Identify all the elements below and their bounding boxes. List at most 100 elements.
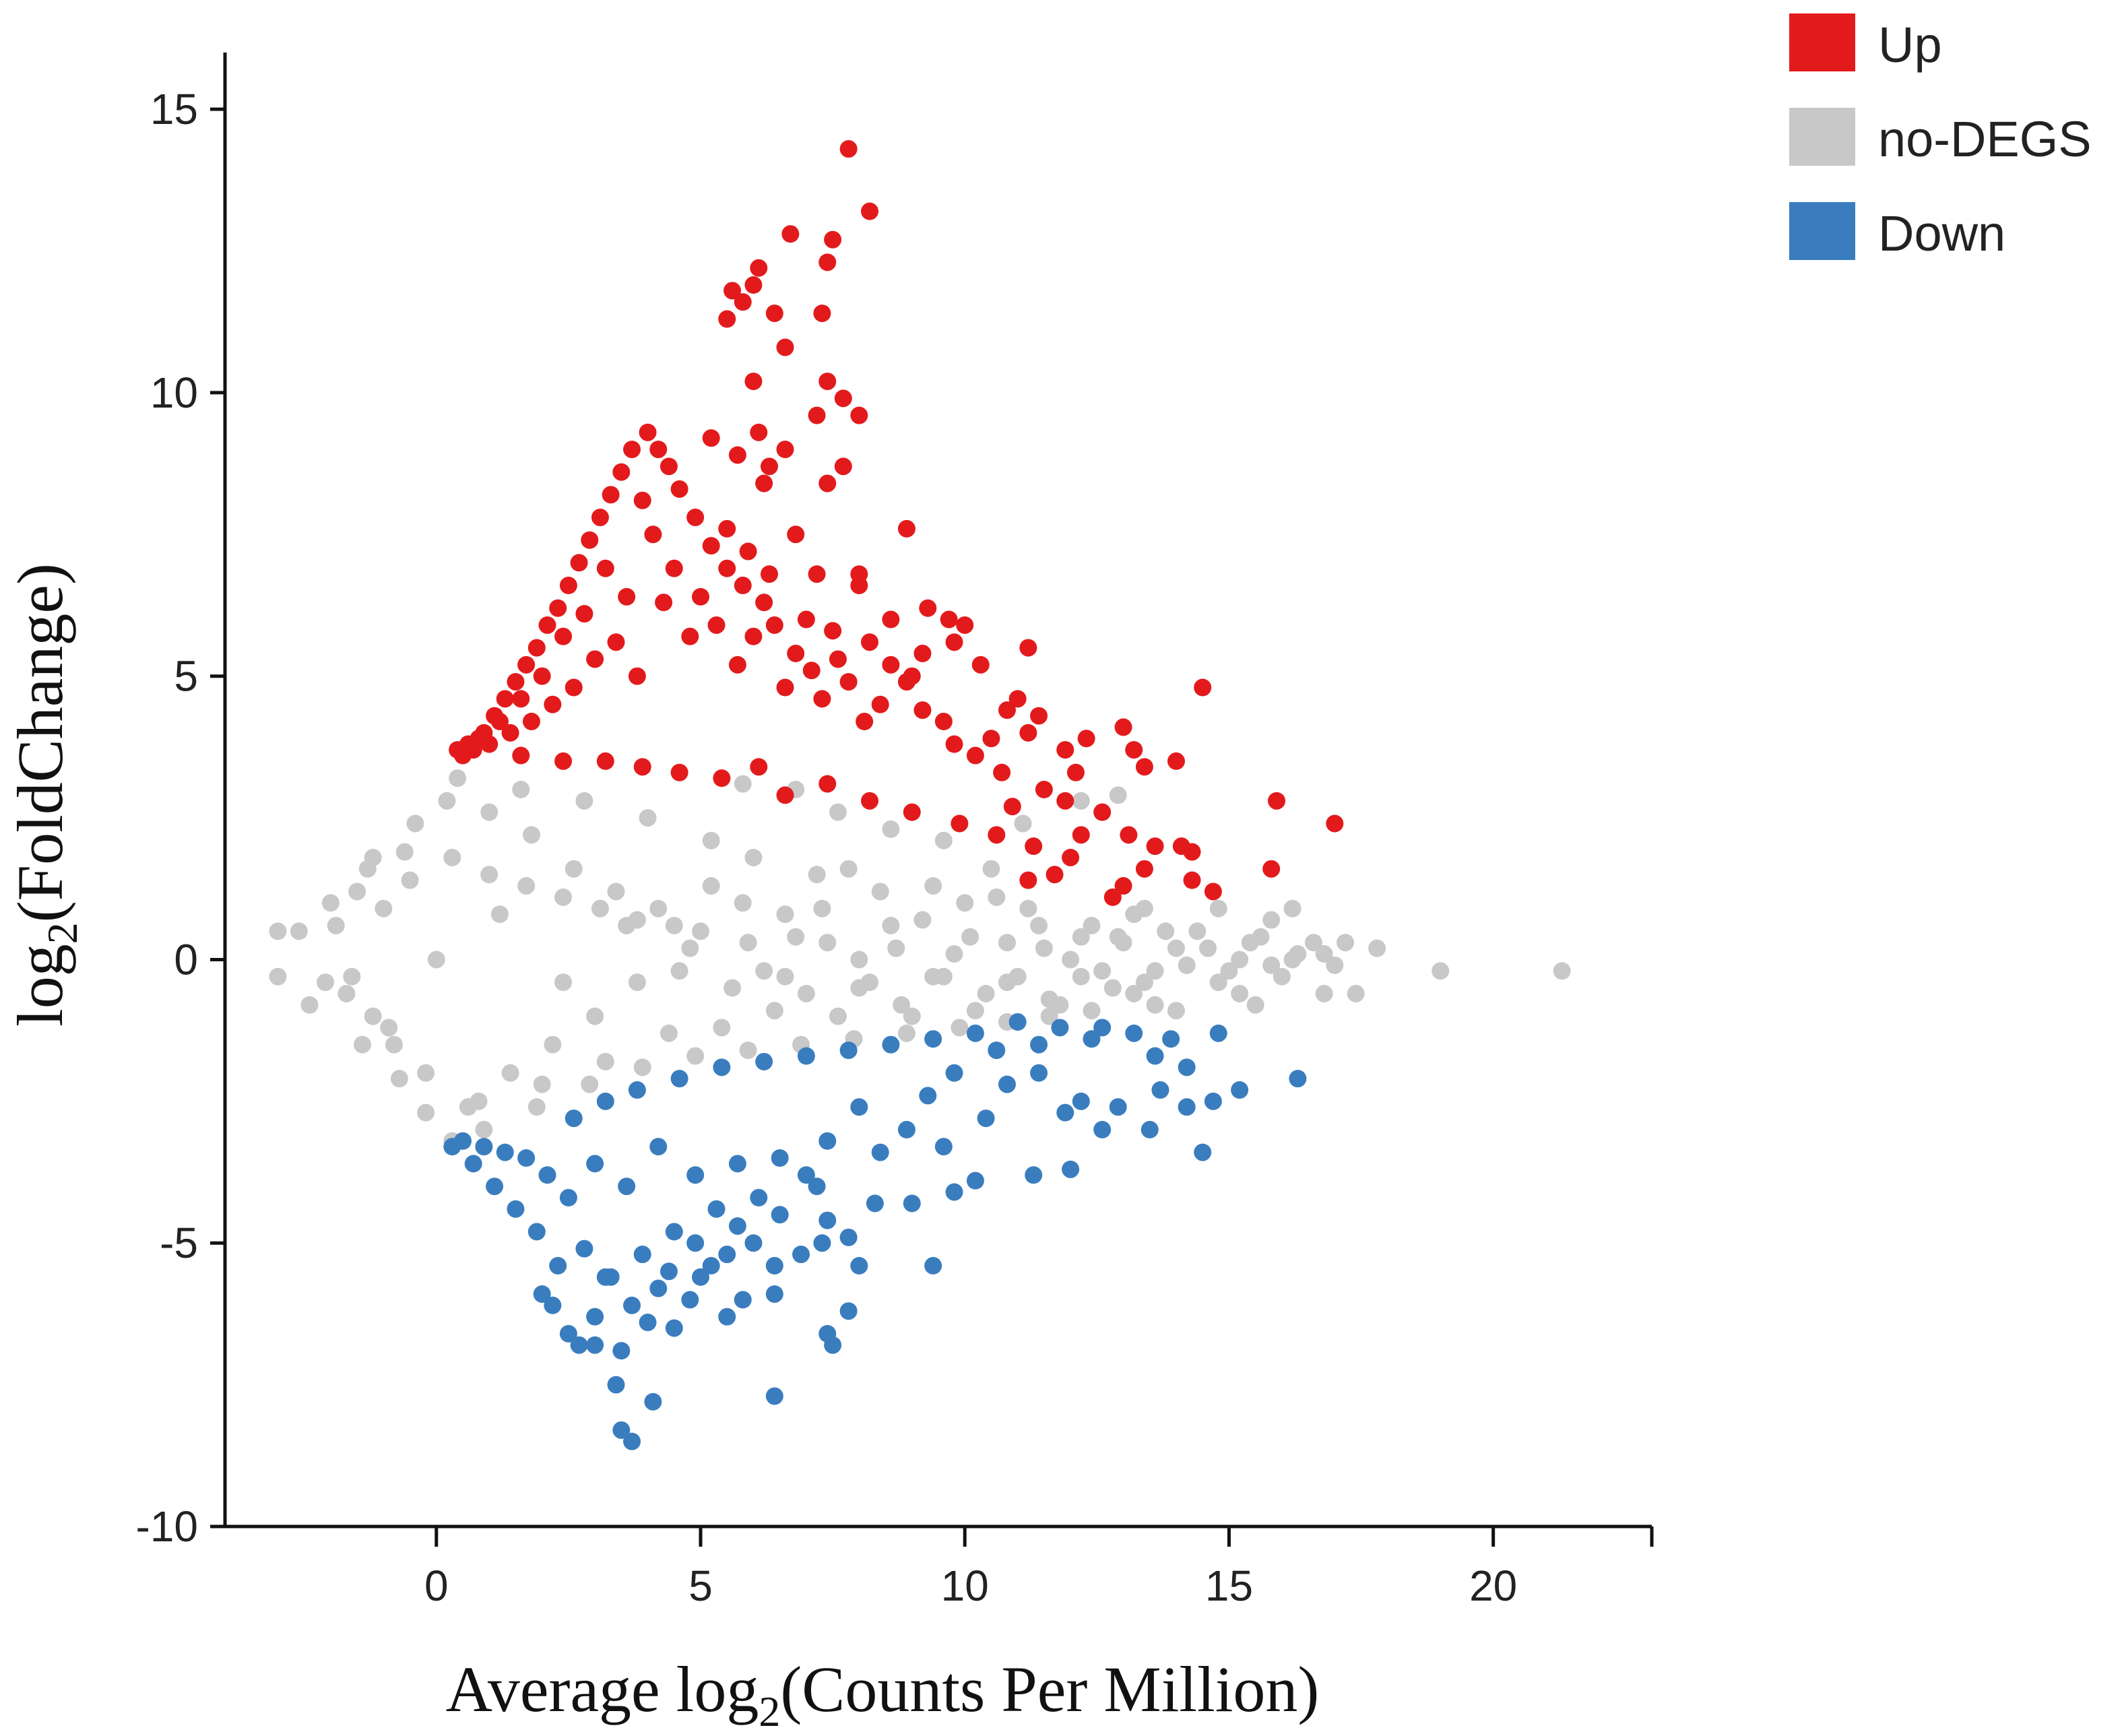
point-down bbox=[1125, 1024, 1143, 1042]
point-up bbox=[538, 616, 556, 634]
point-up bbox=[686, 509, 705, 527]
point-no-degs bbox=[375, 899, 393, 918]
point-no-degs bbox=[1051, 996, 1069, 1014]
point-no-degs bbox=[951, 1019, 969, 1037]
point-down bbox=[839, 1041, 858, 1060]
point-no-degs bbox=[385, 1035, 404, 1054]
point-no-degs bbox=[692, 922, 709, 940]
point-up bbox=[512, 746, 530, 765]
point-up bbox=[776, 786, 794, 804]
point-no-degs bbox=[401, 871, 419, 889]
point-down bbox=[1194, 1143, 1212, 1161]
point-no-degs bbox=[882, 916, 900, 934]
point-no-degs bbox=[776, 905, 794, 924]
point-down bbox=[549, 1256, 567, 1275]
point-up bbox=[861, 792, 879, 810]
point-no-degs bbox=[1553, 962, 1571, 980]
point-no-degs bbox=[797, 984, 815, 1002]
point-no-degs bbox=[1432, 962, 1450, 980]
point-up bbox=[839, 673, 858, 691]
point-down bbox=[1051, 1019, 1069, 1037]
point-down bbox=[755, 1052, 773, 1070]
point-up bbox=[1003, 798, 1021, 816]
point-no-degs bbox=[512, 781, 530, 798]
point-no-degs bbox=[839, 860, 858, 878]
point-up bbox=[649, 441, 668, 459]
point-no-degs bbox=[290, 922, 308, 940]
point-no-degs bbox=[739, 1041, 757, 1060]
point-no-degs bbox=[1093, 962, 1112, 980]
point-up bbox=[834, 389, 852, 408]
point-up bbox=[522, 713, 540, 731]
point-up bbox=[818, 253, 837, 271]
point-up bbox=[660, 457, 678, 476]
point-down bbox=[1178, 1098, 1196, 1116]
point-up bbox=[507, 673, 525, 691]
point-down bbox=[792, 1246, 810, 1264]
point-up bbox=[861, 633, 879, 651]
point-down bbox=[575, 1240, 593, 1258]
point-up bbox=[861, 202, 879, 220]
point-up bbox=[581, 531, 599, 549]
point-up bbox=[824, 230, 842, 249]
point-no-degs bbox=[961, 928, 979, 946]
point-no-degs bbox=[358, 860, 377, 878]
point-no-degs bbox=[533, 1075, 551, 1093]
point-up bbox=[670, 480, 688, 498]
legend: Up no-DEGS Down bbox=[1789, 13, 2092, 261]
point-up bbox=[612, 463, 631, 481]
plot-area bbox=[269, 140, 1571, 1450]
point-up bbox=[1019, 724, 1037, 742]
point-down bbox=[486, 1178, 504, 1196]
point-no-degs bbox=[565, 860, 583, 878]
point-no-degs bbox=[586, 1007, 604, 1025]
point-no-degs bbox=[554, 888, 573, 906]
point-down bbox=[966, 1024, 984, 1042]
point-up bbox=[1035, 781, 1053, 798]
point-down bbox=[797, 1166, 815, 1184]
point-no-degs bbox=[300, 996, 319, 1014]
point-down bbox=[665, 1319, 683, 1337]
point-down bbox=[559, 1188, 577, 1207]
point-down bbox=[966, 1171, 984, 1190]
point-down bbox=[464, 1155, 482, 1173]
point-no-degs bbox=[449, 769, 467, 787]
point-down bbox=[596, 1092, 614, 1110]
point-no-degs bbox=[1283, 951, 1301, 969]
point-no-degs bbox=[998, 934, 1016, 952]
point-no-degs bbox=[813, 899, 831, 918]
point-up bbox=[496, 690, 514, 708]
point-down bbox=[538, 1166, 556, 1184]
point-up bbox=[750, 423, 768, 441]
point-up bbox=[1072, 826, 1090, 844]
point-no-degs bbox=[581, 1075, 599, 1093]
point-down bbox=[1140, 1120, 1159, 1138]
point-down bbox=[903, 1194, 921, 1213]
point-up bbox=[1125, 741, 1143, 759]
x-tick-label: 10 bbox=[941, 1562, 989, 1610]
point-down bbox=[1289, 1070, 1307, 1088]
point-no-degs bbox=[734, 894, 752, 912]
point-up bbox=[739, 542, 757, 560]
point-up bbox=[596, 559, 614, 577]
point-down bbox=[623, 1296, 641, 1314]
point-up bbox=[734, 293, 752, 311]
point-up bbox=[940, 610, 958, 629]
point-up bbox=[565, 678, 583, 697]
point-no-degs bbox=[850, 951, 868, 969]
point-no-degs bbox=[681, 939, 699, 957]
point-down bbox=[718, 1308, 736, 1326]
point-no-degs bbox=[702, 831, 720, 849]
point-no-degs bbox=[903, 1007, 921, 1025]
point-down bbox=[618, 1178, 636, 1196]
point-up bbox=[808, 565, 826, 583]
point-down bbox=[1204, 1092, 1222, 1110]
point-up bbox=[913, 701, 932, 719]
point-no-degs bbox=[269, 922, 287, 940]
point-no-degs bbox=[1109, 786, 1127, 804]
x-tick-label: 5 bbox=[688, 1562, 713, 1610]
point-up bbox=[787, 525, 805, 544]
point-up bbox=[871, 695, 889, 713]
point-up bbox=[760, 565, 778, 583]
point-no-degs bbox=[734, 775, 752, 793]
